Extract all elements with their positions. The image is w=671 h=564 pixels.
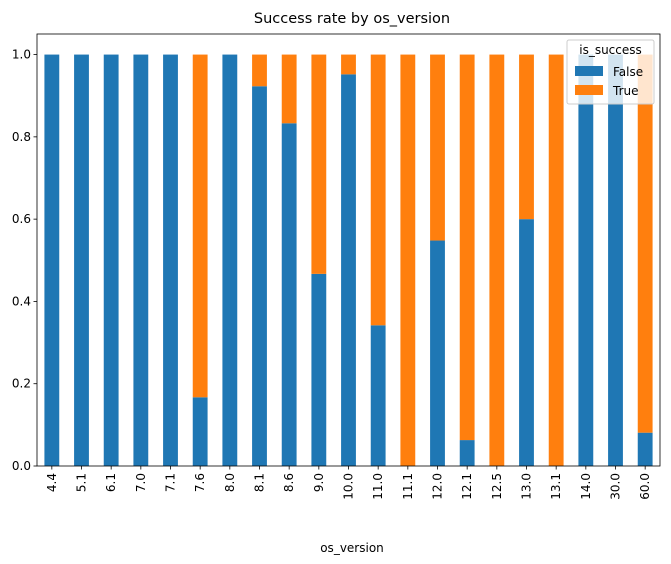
bar-false-8.0: [222, 54, 238, 466]
y-tick-label: 0.0: [12, 459, 31, 473]
x-tick-label: 5.1: [75, 473, 89, 492]
legend-swatch-true: [575, 85, 603, 95]
x-tick-label: 12.0: [431, 473, 445, 500]
bar-true-8.1: [252, 54, 267, 87]
bar-true-12.1: [459, 54, 475, 441]
y-tick-label: 1.0: [12, 48, 31, 62]
legend: is_success False True: [566, 39, 655, 105]
bar-true-11.0: [370, 54, 386, 326]
legend-label-false: False: [613, 65, 643, 79]
y-tick-label: 0.6: [12, 212, 31, 226]
bar-true-9.0: [311, 54, 327, 274]
x-tick-label: 13.1: [549, 473, 563, 500]
chart-title: Success rate by os_version: [254, 11, 450, 27]
bar-false-5.1: [74, 54, 89, 466]
bar-false-10.0: [341, 74, 356, 466]
x-tick-label: 9.0: [312, 473, 326, 492]
bar-true-8.6: [281, 54, 297, 124]
bar-true-11.1: [400, 54, 416, 466]
x-tick-label: 7.6: [193, 473, 207, 492]
x-tick-label: 7.1: [164, 473, 178, 492]
bar-false-14.0: [578, 54, 594, 466]
x-tick-label: 30.0: [609, 473, 623, 500]
bar-false-12.0: [430, 240, 445, 466]
bar-false-9.0: [311, 273, 327, 466]
bar-false-7.0: [133, 54, 149, 466]
plot-frame: [36, 33, 661, 467]
bar-true-10.0: [341, 54, 356, 75]
bars: [44, 54, 653, 466]
bar-true-13.0: [519, 54, 534, 220]
x-tick-label: 6.1: [104, 473, 118, 492]
legend-title: is_success: [579, 43, 642, 57]
legend-label-true: True: [612, 84, 639, 98]
bar-false-11.0: [370, 325, 386, 466]
axis-ticks: 0.0 0.2 0.4 0.6 0.8 1.0 4.4 5.1 6.1 7.0 7.1 7.6 8.0 8…: [12, 48, 652, 500]
x-tick-label: 13.0: [520, 473, 534, 500]
bar-false-30.0: [608, 54, 623, 466]
bar-false-4.4: [44, 54, 60, 466]
bar-true-12.0: [430, 54, 445, 241]
x-tick-label: 8.6: [282, 473, 296, 492]
bar-false-7.6: [192, 397, 208, 466]
legend-swatch-false: [575, 66, 603, 76]
bar-true-12.5: [489, 54, 505, 466]
bar-true-7.6: [192, 54, 208, 398]
bar-false-13.0: [519, 219, 534, 466]
bar-false-8.1: [252, 86, 267, 466]
x-tick-label: 11.0: [371, 473, 385, 500]
x-tick-label: 11.1: [401, 473, 415, 500]
y-tick-label: 0.2: [12, 377, 31, 391]
x-tick-label: 7.0: [134, 473, 148, 492]
bar-true-60.0: [637, 54, 653, 433]
x-tick-label: 12.1: [460, 473, 474, 500]
x-tick-label: 12.5: [490, 473, 504, 500]
x-tick-label: 60.0: [638, 473, 652, 500]
bar-false-7.1: [163, 54, 178, 466]
legend-entries: False True: [575, 65, 643, 98]
x-tick-label: 10.0: [342, 473, 356, 500]
bar-true-13.1: [548, 54, 564, 466]
bar-false-8.6: [281, 123, 297, 466]
y-tick-label: 0.4: [12, 294, 31, 308]
y-tick-label: 0.8: [12, 130, 31, 144]
bar-false-6.1: [103, 54, 119, 466]
x-axis-label: os_version: [320, 541, 384, 555]
x-tick-label: 14.0: [579, 473, 593, 500]
bar-false-12.1: [459, 440, 475, 466]
x-tick-label: 8.0: [223, 473, 237, 492]
x-tick-label: 8.1: [253, 473, 267, 492]
bar-false-60.0: [637, 432, 653, 466]
x-tick-label: 4.4: [45, 473, 59, 492]
